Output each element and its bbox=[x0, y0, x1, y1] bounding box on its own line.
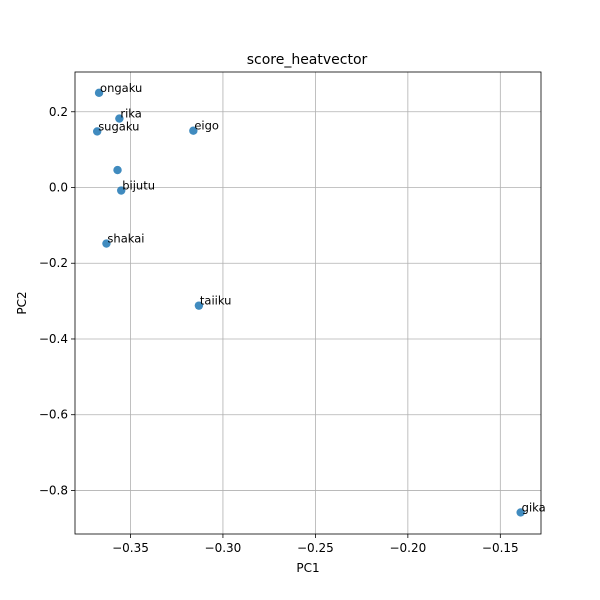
y-tick-label: −0.4 bbox=[39, 332, 68, 346]
data-point bbox=[94, 88, 104, 98]
data-point bbox=[115, 114, 124, 123]
x-tick-label: −0.25 bbox=[297, 541, 334, 555]
data-point bbox=[194, 301, 204, 310]
point-label: gika bbox=[522, 500, 546, 514]
y-tick-label: 0.2 bbox=[49, 105, 68, 119]
data-point bbox=[113, 165, 122, 175]
y-tick-label: −0.2 bbox=[39, 256, 68, 270]
point-label: eigo bbox=[194, 119, 219, 133]
data-point bbox=[102, 239, 111, 248]
point-label: shakai bbox=[107, 232, 144, 246]
x-tick-label: −0.20 bbox=[389, 541, 426, 555]
chart-title: score_heatvector bbox=[247, 52, 368, 68]
x-tick-label: −0.35 bbox=[112, 541, 149, 555]
x-tick-label: −0.15 bbox=[482, 541, 519, 555]
plot-frame bbox=[74, 71, 542, 535]
y-axis-ticks: 0.2 0.0 −0.2 −0.4 −0.6 −0.8 bbox=[39, 105, 75, 497]
x-axis-ticks: −0.35 −0.30 −0.25 −0.20 −0.15 bbox=[112, 534, 519, 555]
data-point bbox=[117, 186, 126, 195]
x-tick-label: −0.30 bbox=[205, 541, 242, 555]
grid bbox=[75, 72, 541, 534]
point-label: ongaku bbox=[100, 81, 142, 95]
point-label: rika bbox=[120, 107, 141, 121]
data-point bbox=[516, 508, 525, 517]
data-point bbox=[92, 127, 102, 136]
y-tick-label: −0.6 bbox=[39, 408, 68, 422]
point-label: taiiku bbox=[200, 294, 232, 308]
data-points bbox=[92, 88, 525, 517]
data-point bbox=[189, 126, 198, 135]
y-tick-label: −0.8 bbox=[39, 483, 68, 497]
x-axis-label: PC1 bbox=[296, 561, 319, 575]
point-label: sugaku bbox=[98, 119, 139, 133]
point-label: bijutu bbox=[122, 179, 155, 193]
y-tick-label: 0.0 bbox=[49, 181, 68, 195]
y-axis-label: PC2 bbox=[15, 291, 29, 314]
